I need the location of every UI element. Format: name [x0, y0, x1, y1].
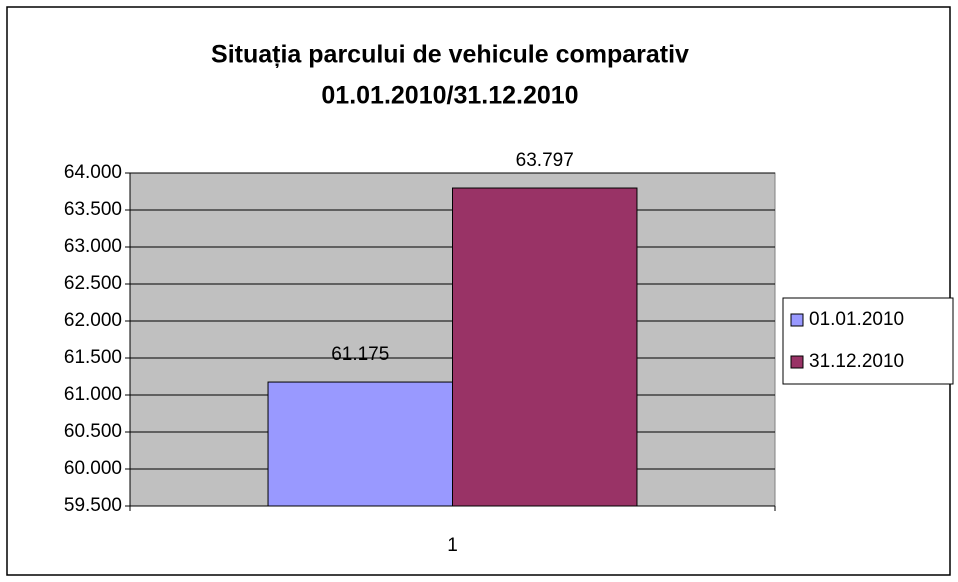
data-label: 63.797 — [516, 150, 574, 171]
y-tick-label: 60.000 — [64, 458, 122, 479]
x-tick-label: 1 — [447, 535, 458, 556]
y-tick-label: 62.000 — [64, 310, 122, 331]
bar — [267, 381, 453, 507]
legend-label: 31.12.2010 — [809, 351, 904, 372]
chart-title: 01.01.2010/31.12.2010 — [321, 82, 578, 110]
y-tick-label: 62.500 — [64, 273, 122, 294]
y-tick-label: 61.500 — [64, 347, 122, 368]
y-tick-label: 60.500 — [64, 421, 122, 442]
legend-swatch — [790, 313, 804, 327]
legend-label: 01.01.2010 — [809, 309, 904, 330]
data-label: 61.175 — [331, 344, 389, 365]
y-tick-label: 59.500 — [64, 495, 122, 516]
y-tick-label: 63.500 — [64, 199, 122, 220]
y-tick-label: 64.000 — [64, 162, 122, 183]
y-tick-label: 63.000 — [64, 236, 122, 257]
bar — [452, 187, 638, 507]
legend-box — [782, 297, 954, 385]
y-tick-label: 61.000 — [64, 384, 122, 405]
chart-title: Situația parcului de vehicule comparativ — [211, 41, 689, 69]
legend-swatch — [790, 355, 804, 369]
